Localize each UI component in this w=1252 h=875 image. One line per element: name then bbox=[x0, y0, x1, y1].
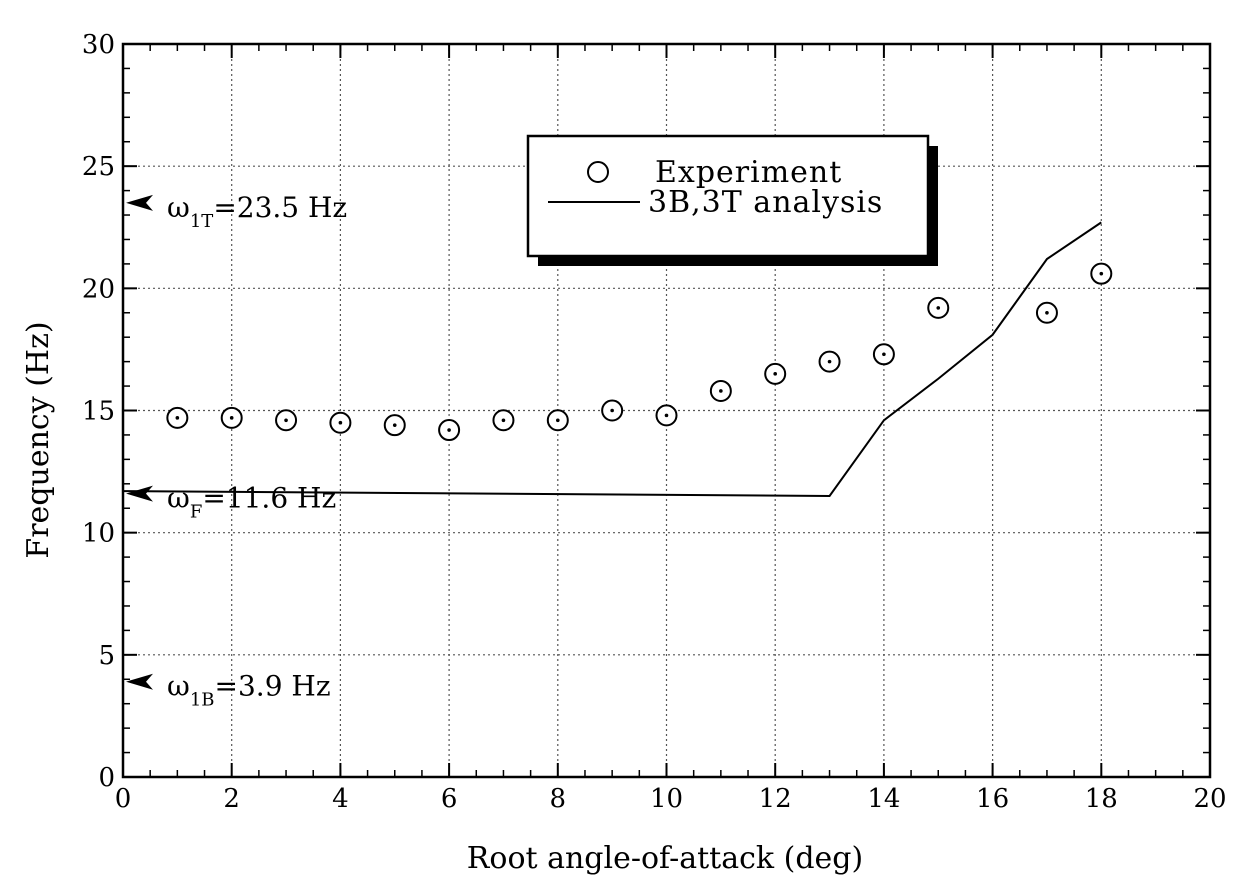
x-tick-label: 4 bbox=[332, 784, 349, 814]
experiment-point-dot bbox=[556, 418, 560, 423]
legend: Experiment 3B,3T analysis bbox=[526, 134, 938, 266]
arrow-marker-icon bbox=[126, 485, 153, 502]
x-tick-label: 10 bbox=[650, 784, 683, 814]
experiment-point bbox=[709, 379, 732, 402]
experiment-point bbox=[1035, 301, 1058, 324]
analysis-line bbox=[122, 221, 1102, 498]
tick-labels: 0 2 4 6 8 10 12 14 16 18 20 0 5 10 15 20 25 30 bbox=[82, 30, 1227, 814]
experiment-point-dot bbox=[284, 418, 288, 423]
x-tick-label: 8 bbox=[550, 784, 567, 814]
y-tick-label: 5 bbox=[98, 641, 115, 671]
frequency-annotation: ωF=11.6 Hz bbox=[126, 482, 336, 523]
x-tick-label: 16 bbox=[976, 784, 1009, 814]
experiment-point-dot bbox=[719, 389, 723, 393]
experiment-point bbox=[275, 409, 298, 432]
legend-analysis-label: 3B,3T analysis bbox=[648, 185, 883, 220]
y-axis-title: Frequency (Hz) bbox=[21, 321, 56, 558]
experiment-point-dot bbox=[827, 359, 832, 364]
experiment-point-dot bbox=[610, 408, 614, 413]
y-tick-label: 15 bbox=[82, 397, 115, 427]
experiment-point bbox=[927, 296, 950, 319]
frequency-annotation: ω1B=3.9 Hz bbox=[126, 670, 331, 711]
legend-box bbox=[526, 134, 930, 258]
experiment-point bbox=[492, 409, 515, 432]
x-tick-label: 2 bbox=[223, 784, 240, 814]
x-tick-label: 12 bbox=[759, 784, 792, 814]
experiment-point-dot bbox=[936, 306, 941, 310]
experiment-point bbox=[1090, 262, 1113, 285]
legend-experiment-marker bbox=[587, 161, 609, 183]
x-tick-label: 20 bbox=[1193, 784, 1226, 814]
y-tick-label: 10 bbox=[82, 519, 115, 549]
experiment-point bbox=[872, 343, 895, 366]
legend-experiment-label: Experiment bbox=[655, 155, 842, 190]
y-tick-label: 25 bbox=[82, 152, 115, 182]
series-experiment bbox=[166, 262, 1113, 442]
experiment-point bbox=[166, 406, 189, 429]
experiment-point-dot bbox=[501, 418, 506, 423]
x-tick-label: 6 bbox=[441, 784, 458, 814]
experiment-point-dot bbox=[882, 352, 886, 357]
experiment-point-dot bbox=[1045, 310, 1049, 315]
experiment-point-dot bbox=[229, 416, 234, 420]
arrow-marker-icon bbox=[126, 673, 153, 690]
arrow-marker-icon bbox=[126, 194, 153, 211]
annotation-label: ωF=11.6 Hz bbox=[167, 482, 336, 523]
experiment-point-dot bbox=[447, 428, 451, 432]
y-tick-label: 20 bbox=[82, 274, 115, 304]
y-tick-label: 0 bbox=[98, 763, 115, 793]
plot-frame bbox=[121, 42, 1212, 779]
experiment-point bbox=[764, 362, 787, 385]
experiment-point-dot bbox=[338, 420, 343, 425]
experiment-point bbox=[329, 411, 352, 434]
experiment-point bbox=[220, 406, 243, 429]
experiment-point bbox=[601, 399, 624, 422]
series-analysis bbox=[122, 221, 1102, 498]
annotation-label: ω1T=23.5 Hz bbox=[167, 191, 347, 232]
x-tick-label: 0 bbox=[115, 784, 132, 814]
experiment-point bbox=[818, 350, 841, 373]
annotation-label: ω1B=3.9 Hz bbox=[167, 670, 331, 711]
experiment-point-dot bbox=[773, 372, 777, 376]
frequency-annotations: ω1T=23.5 Hz ωF=11.6 Hz ω1B=3.9 Hz bbox=[126, 191, 347, 711]
x-tick-label: 18 bbox=[1085, 784, 1118, 814]
experiment-point bbox=[655, 404, 678, 427]
experiment-point-dot bbox=[392, 423, 397, 427]
x-tick-label: 14 bbox=[867, 784, 900, 814]
experiment-point-dot bbox=[664, 413, 669, 418]
y-tick-label: 30 bbox=[82, 30, 115, 60]
experiment-point-dot bbox=[1099, 271, 1104, 276]
x-axis-title: Root angle-of-attack (deg) bbox=[467, 841, 863, 875]
experiment-point bbox=[546, 409, 569, 432]
frequency-annotation: ω1T=23.5 Hz bbox=[126, 191, 347, 232]
experiment-point bbox=[438, 419, 461, 442]
experiment-point bbox=[383, 414, 406, 437]
experiment-point-dot bbox=[175, 416, 180, 420]
